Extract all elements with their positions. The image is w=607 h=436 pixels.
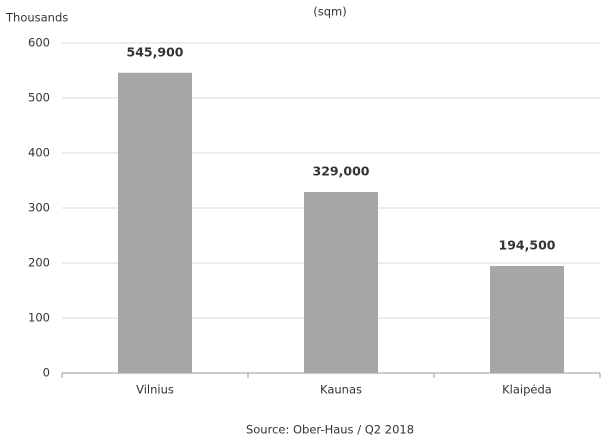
y-tick-label: 100 bbox=[28, 311, 50, 325]
bar bbox=[304, 192, 378, 373]
x-tick-label: Vilnius bbox=[136, 383, 174, 397]
bar bbox=[118, 72, 192, 373]
y-axis-unit: Thousands bbox=[5, 11, 68, 25]
source-note: Source: Ober-Haus / Q2 2018 bbox=[246, 423, 414, 436]
y-tick-label: 500 bbox=[28, 91, 50, 105]
chart-title: (sqm) bbox=[313, 5, 346, 19]
y-tick-label: 200 bbox=[28, 256, 50, 270]
y-tick-label: 400 bbox=[28, 146, 50, 160]
value-label: 329,000 bbox=[313, 164, 370, 179]
value-label: 545,900 bbox=[127, 44, 184, 59]
x-tick-label: Kaunas bbox=[320, 383, 362, 397]
x-tick-label: Klaipėda bbox=[502, 383, 552, 397]
y-tick-label: 300 bbox=[28, 201, 50, 215]
bar bbox=[490, 266, 564, 373]
y-tick-label: 0 bbox=[43, 366, 50, 380]
y-tick-label: 600 bbox=[28, 36, 50, 50]
value-label: 194,500 bbox=[499, 238, 556, 253]
